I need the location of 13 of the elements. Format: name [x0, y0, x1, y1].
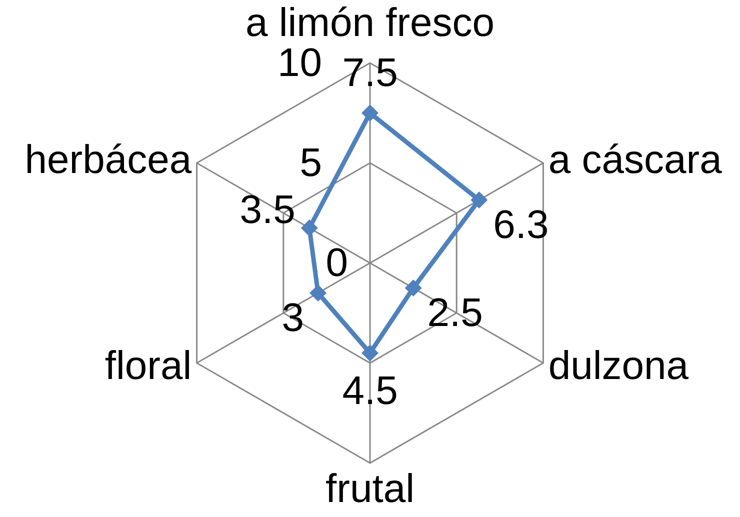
- y-tick-label: 5: [300, 141, 322, 185]
- data-label: 2.5: [427, 290, 483, 335]
- spoke-label: floral: [104, 344, 192, 388]
- spoke-label: dulzona: [548, 344, 690, 388]
- spoke-label: frutal: [326, 467, 414, 511]
- y-tick-label: 0: [326, 241, 348, 285]
- data-label: 4.5: [342, 369, 398, 413]
- data-label: 3: [282, 296, 304, 340]
- spoke-label: herbácea: [24, 138, 192, 182]
- data-label: 3.5: [240, 188, 296, 232]
- data-label: 7.5: [342, 51, 398, 95]
- spoke-label: a cáscara: [548, 138, 723, 182]
- data-label: 6.3: [493, 202, 549, 247]
